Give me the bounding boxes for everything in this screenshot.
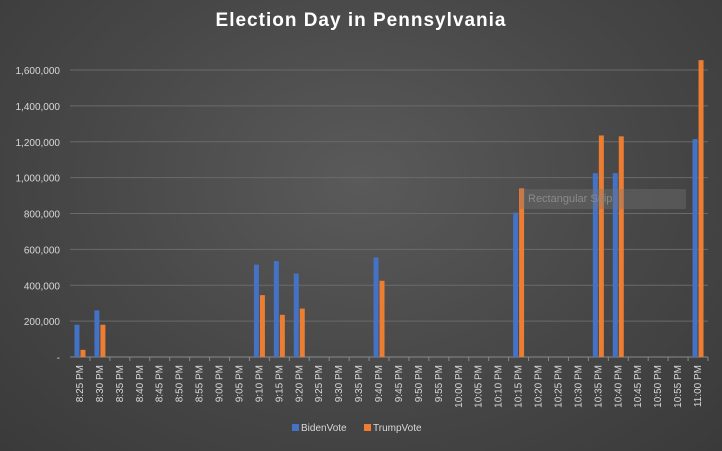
bar-trumpvote [598,135,604,357]
snip-tooltip: Rectangular Snip [520,189,686,209]
y-tick-label: - [57,353,60,364]
x-tick-label: 8:35 PM [115,365,126,402]
x-tick-label: 9:30 PM [334,365,345,402]
x-tick-label: 10:45 PM [633,365,644,408]
y-tick-label: 800,000 [24,210,61,221]
x-tick-label: 10:30 PM [573,365,584,408]
legend-label-trumpvote: TrumpVote [373,423,422,434]
x-tick-label: 10:35 PM [593,365,604,408]
x-tick-label: 10:25 PM [553,365,564,408]
bar-bidenvote [592,173,598,357]
chart-title: Election Day in Pennsylvania [215,10,507,31]
y-tick-label: 1,000,000 [16,174,61,185]
x-tick-label: 8:50 PM [175,365,186,402]
legend-swatch-trumpvote [364,424,371,431]
bar-bidenvote [74,324,80,357]
x-tick-label: 10:50 PM [653,365,664,408]
bar-bidenvote [293,273,299,357]
y-tick-label: 400,000 [24,281,61,292]
bar-bidenvote [513,212,519,357]
x-tick-label: 9:40 PM [374,365,385,402]
x-tick-label: 10:00 PM [454,365,465,408]
y-tick-label: 1,600,000 [16,66,61,77]
x-tick-label: 9:00 PM [215,365,226,402]
x-tick-label: 8:55 PM [195,365,206,402]
x-tick-label: 8:30 PM [95,365,106,402]
bar-trumpvote [698,60,704,358]
x-tick-label: 9:55 PM [434,365,445,402]
bar-trumpvote [519,188,525,357]
y-tick-label: 600,000 [24,245,61,256]
legend-swatch-bidenvote [292,424,299,431]
x-tick-label: 9:15 PM [274,365,285,402]
bar-bidenvote [94,310,100,357]
bar-trumpvote [100,324,106,357]
x-tick-label: 9:10 PM [254,365,265,402]
bar-bidenvote [612,173,618,357]
x-tick-label: 9:35 PM [354,365,365,402]
x-tick-label: 10:40 PM [613,365,624,408]
x-tick-label: 9:45 PM [394,365,405,402]
x-tick-label: 8:25 PM [75,365,86,402]
x-tick-label: 8:40 PM [135,365,146,402]
bar-bidenvote [692,139,698,357]
x-tick-label: 9:20 PM [294,365,305,402]
y-tick-label: 200,000 [24,317,61,328]
x-tick-label: 8:45 PM [155,365,166,402]
bar-trumpvote [299,308,305,357]
x-tick-label: 11:00 PM [693,365,704,407]
legend-label-bidenvote: BidenVote [301,423,347,434]
bar-trumpvote [379,280,385,357]
bar-trumpvote [279,314,285,357]
bar-trumpvote [80,349,86,357]
bar-bidenvote [253,264,259,357]
x-tick-label: 10:55 PM [673,365,684,408]
y-tick-label: 1,400,000 [16,102,61,113]
x-tick-label: 10:15 PM [514,365,525,408]
x-tick-label: 9:50 PM [414,365,425,402]
x-tick-label: 10:10 PM [494,365,505,408]
x-tick-label: 10:05 PM [474,365,485,408]
bar-trumpvote [618,136,624,357]
x-tick-label: 9:25 PM [314,365,325,402]
x-tick-label: 10:20 PM [534,365,545,408]
bar-bidenvote [373,257,379,357]
bar-trumpvote [259,295,265,357]
bar-bidenvote [273,261,279,357]
x-tick-label: 9:05 PM [234,365,245,402]
y-tick-label: 1,200,000 [16,138,61,149]
